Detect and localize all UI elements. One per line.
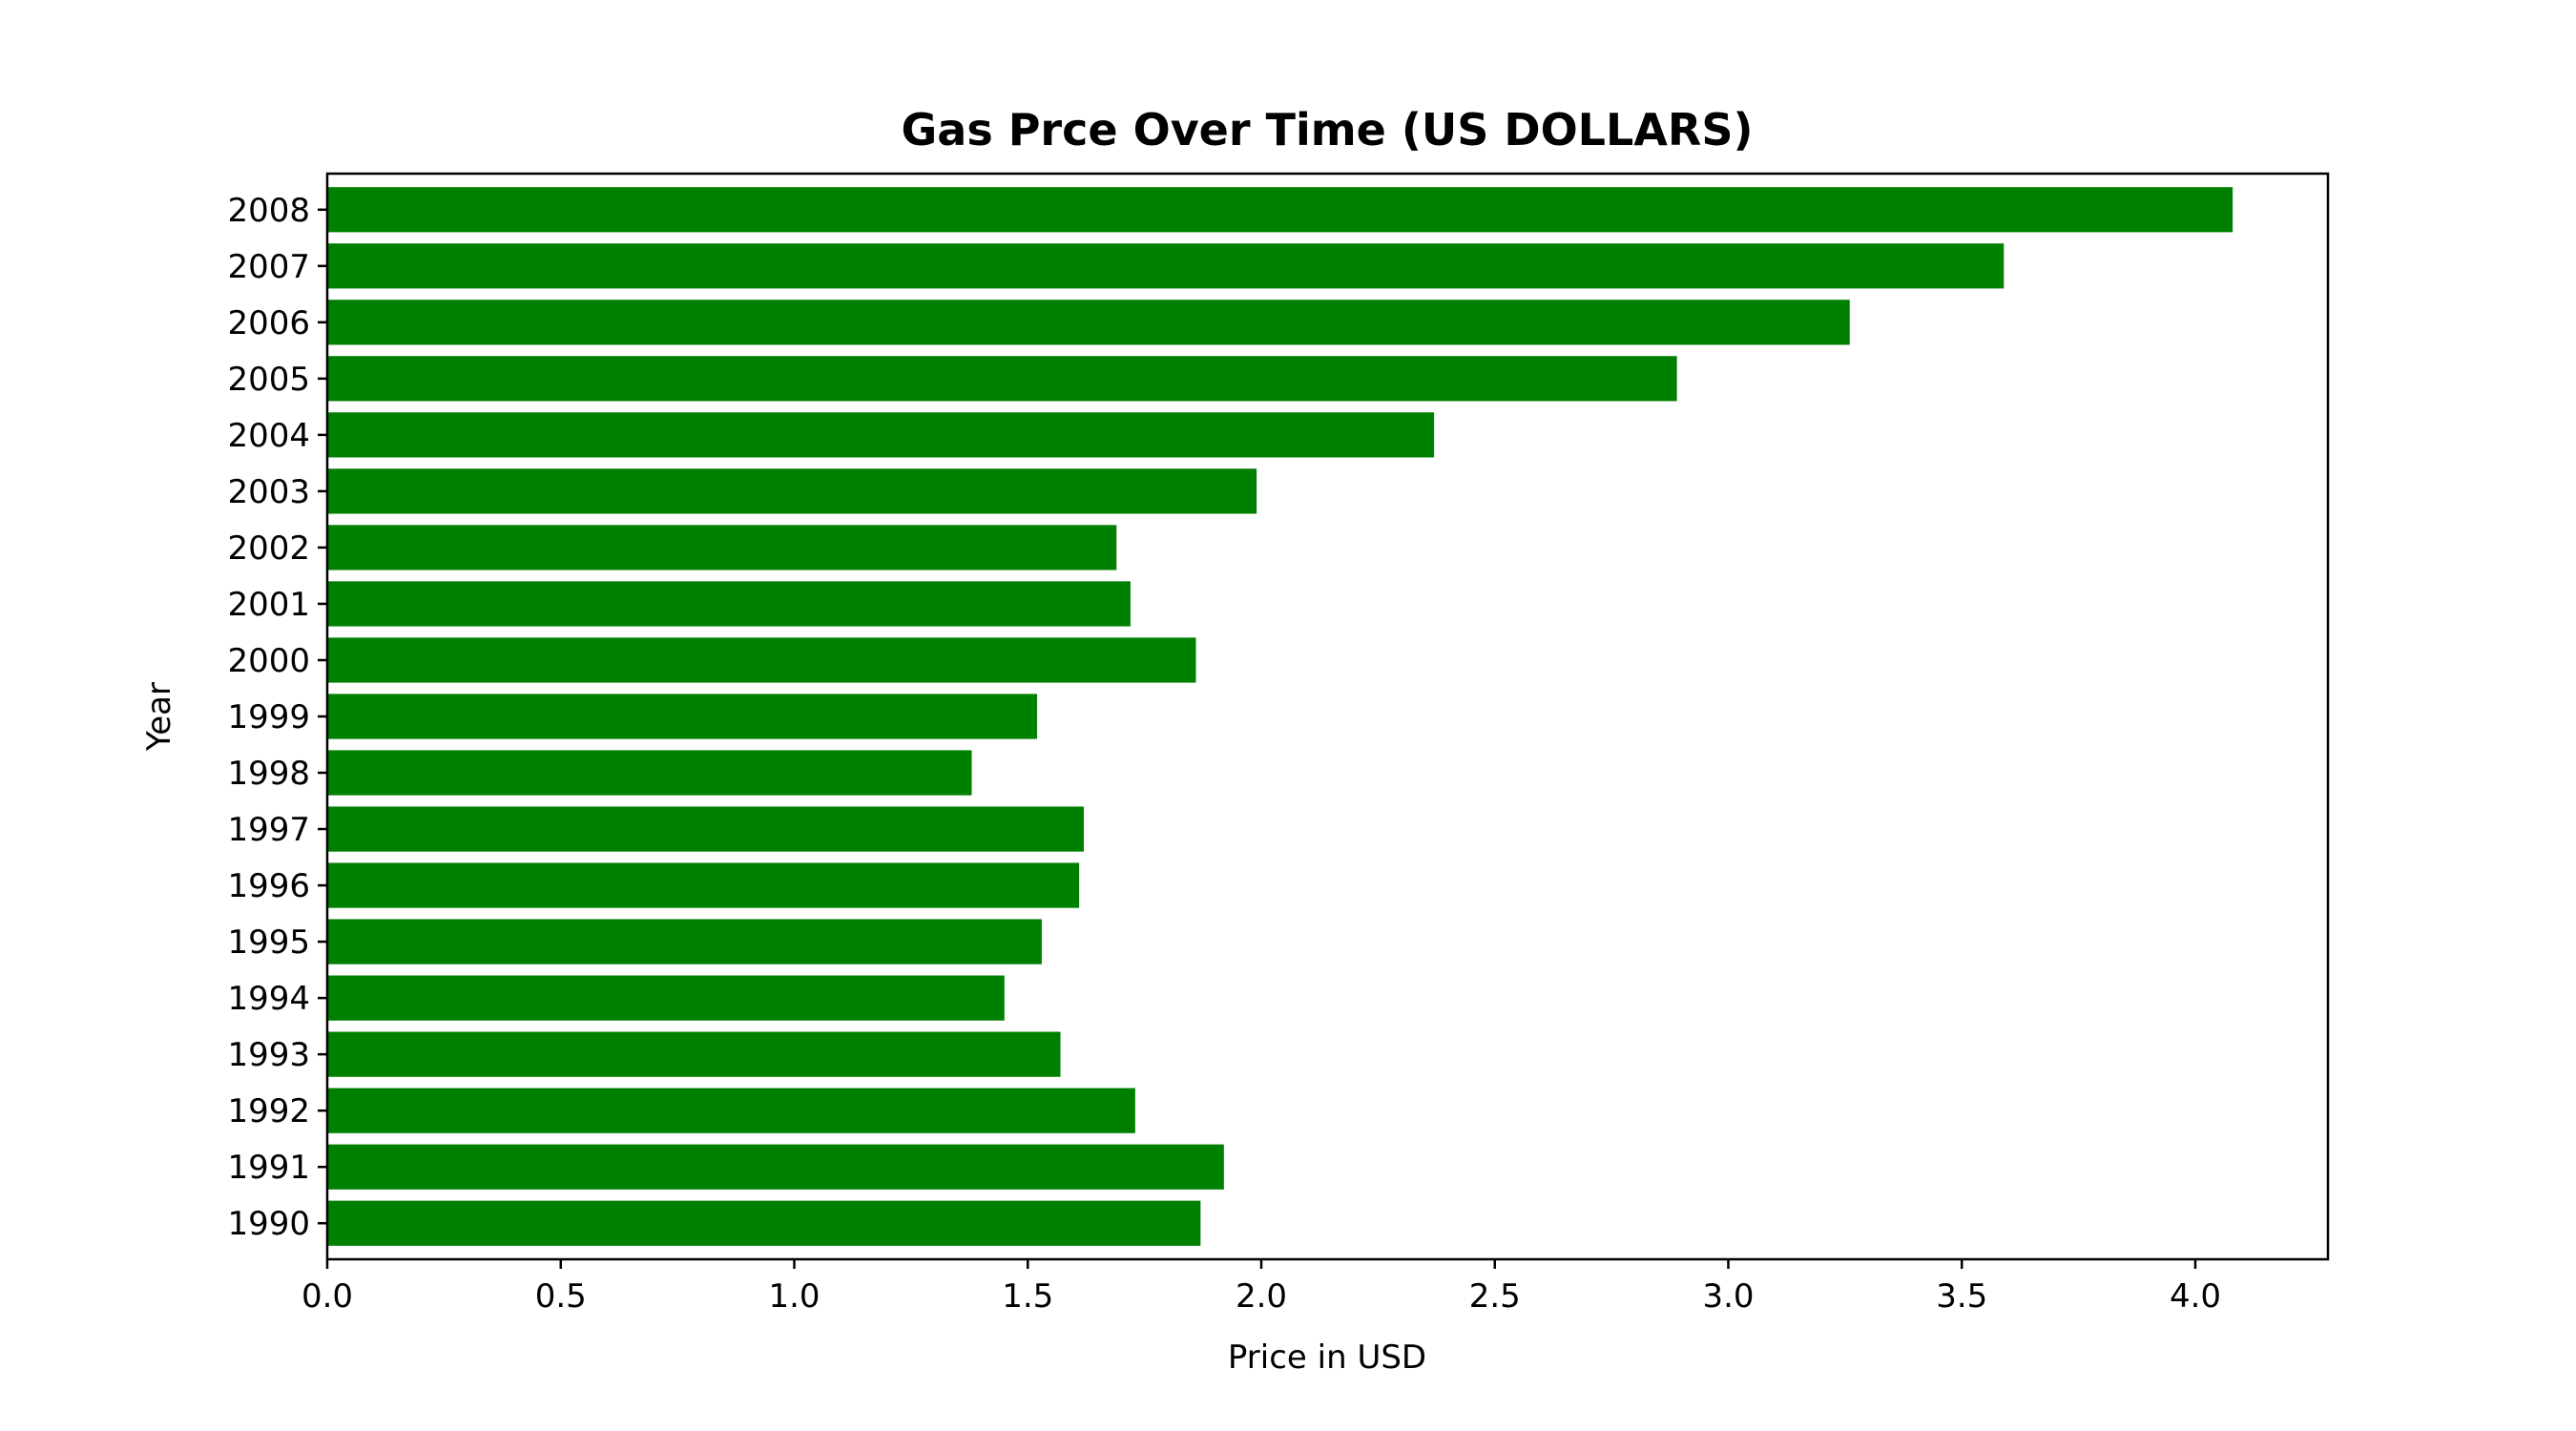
bar-2000 bbox=[327, 637, 1196, 683]
y-tick-label: 2003 bbox=[227, 473, 310, 511]
bar-1995 bbox=[327, 919, 1042, 964]
y-tick-label: 2004 bbox=[227, 417, 310, 455]
x-tick-label: 0.5 bbox=[535, 1277, 587, 1316]
y-tick-label: 2002 bbox=[227, 529, 310, 568]
y-axis-label: Year bbox=[140, 682, 178, 752]
x-tick-label: 2.5 bbox=[1469, 1277, 1521, 1316]
chart-title: Gas Prce Over Time (US DOLLARS) bbox=[902, 104, 1754, 156]
bar-1999 bbox=[327, 694, 1038, 739]
bar-2002 bbox=[327, 525, 1117, 570]
x-tick-label: 3.5 bbox=[1936, 1277, 1987, 1316]
bar-2005 bbox=[327, 356, 1677, 402]
y-tick-label: 2007 bbox=[227, 248, 310, 286]
plot-frame bbox=[325, 172, 2330, 1261]
y-tick-label: 1997 bbox=[227, 811, 310, 849]
bar-1990 bbox=[327, 1200, 1201, 1246]
y-tick-label: 1993 bbox=[227, 1036, 310, 1074]
x-axis-label: Price in USD bbox=[1228, 1338, 1426, 1377]
bar-1994 bbox=[327, 975, 1005, 1021]
y-tick-label: 1991 bbox=[227, 1149, 310, 1187]
bar-2007 bbox=[327, 243, 2005, 289]
bar-2003 bbox=[327, 468, 1257, 514]
y-tick-label: 2008 bbox=[227, 192, 310, 230]
x-ticks-group: 0.0 0.5 1.0 1.5 2.0 2.5 3.0 3.5 4.0 bbox=[301, 1259, 2221, 1316]
y-tick-label: 1995 bbox=[227, 923, 310, 962]
x-tick-label: 0.0 bbox=[301, 1277, 353, 1316]
bar-2001 bbox=[327, 581, 1131, 627]
y-tick-label: 1996 bbox=[227, 867, 310, 905]
bar-2008 bbox=[327, 187, 2233, 233]
x-tick-label: 3.0 bbox=[1702, 1277, 1754, 1316]
bar-1997 bbox=[327, 806, 1084, 852]
bar-1992 bbox=[327, 1088, 1135, 1133]
x-tick-label: 1.0 bbox=[768, 1277, 820, 1316]
y-tick-label: 2001 bbox=[227, 586, 310, 624]
y-tick-label: 1992 bbox=[227, 1092, 310, 1130]
y-tick-label: 1998 bbox=[227, 755, 310, 793]
bar-1991 bbox=[327, 1144, 1224, 1190]
bar-1993 bbox=[327, 1031, 1061, 1077]
y-tick-label: 2000 bbox=[227, 642, 310, 680]
bar-2006 bbox=[327, 300, 1850, 345]
x-tick-label: 1.5 bbox=[1002, 1277, 1053, 1316]
y-tick-label: 2006 bbox=[227, 304, 310, 342]
y-tick-label: 1999 bbox=[227, 698, 310, 736]
y-tick-label: 2005 bbox=[227, 361, 310, 399]
x-tick-label: 4.0 bbox=[2170, 1277, 2221, 1316]
y-tick-label: 1994 bbox=[227, 980, 310, 1018]
bar-1996 bbox=[327, 862, 1080, 908]
y-tick-label: 1990 bbox=[227, 1205, 310, 1243]
x-tick-label: 2.0 bbox=[1236, 1277, 1287, 1316]
bar-2004 bbox=[327, 412, 1435, 458]
bar-1998 bbox=[327, 750, 972, 796]
bars-group bbox=[327, 187, 2233, 1246]
y-ticks-group: 1990 1991 1992 1993 1994 1995 1996 1997 1998 1999… bbox=[227, 192, 327, 1243]
